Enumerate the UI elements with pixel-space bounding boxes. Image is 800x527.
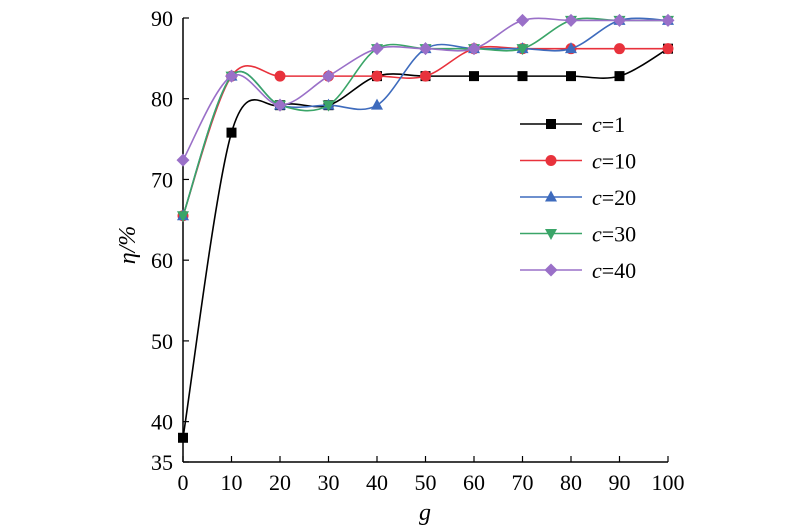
data-point (565, 42, 577, 54)
legend-item: c=10 (520, 149, 636, 174)
data-point (419, 42, 432, 56)
data-point (566, 71, 576, 82)
legend-label-val: =40 (602, 258, 636, 283)
legend-label-var: c (592, 258, 602, 283)
legend: c=1c=10c=20c=30c=40 (520, 112, 636, 283)
x-tick-label: 70 (512, 470, 534, 495)
axes: 0 10 20 30 40 50 60 70 80 90 100 35 40 50 60 70 80 90 (151, 6, 685, 495)
x-tick-label: 100 (652, 470, 685, 495)
y-tick-label: 40 (151, 410, 173, 435)
series-line (182, 45, 668, 217)
data-point (178, 432, 188, 443)
data-point (274, 70, 286, 82)
y-tick-label: 80 (151, 87, 173, 112)
data-point (614, 71, 625, 82)
data-point (371, 70, 383, 82)
data-point (176, 153, 190, 167)
legend-marker (545, 190, 557, 202)
legend-label-val: =10 (602, 149, 636, 174)
legend-label: c=30 (592, 222, 636, 247)
series-line (182, 17, 668, 217)
x-tick-label: 40 (366, 470, 388, 495)
data-point (371, 98, 383, 110)
data-point (662, 43, 674, 55)
legend-marker (545, 229, 557, 240)
x-tick-label: 60 (463, 470, 485, 495)
data-point (226, 127, 237, 138)
data-point (177, 211, 189, 223)
data-point (613, 13, 626, 27)
x-tick-label: 0 (178, 470, 189, 495)
y-tick-label: 70 (151, 167, 173, 192)
legend-label: c=1 (592, 112, 625, 137)
legend-label-val: =20 (602, 185, 636, 210)
legend-marker (546, 119, 556, 129)
data-point (225, 69, 238, 83)
y-tick-label: 90 (151, 6, 173, 31)
x-tick-label: 50 (415, 470, 437, 495)
y-tick-label: 50 (151, 329, 173, 354)
data-point (469, 71, 479, 82)
legend-item: c=1 (520, 112, 625, 137)
data-point (420, 70, 431, 82)
x-axis-label: g (419, 500, 431, 526)
legend-label-var: c (592, 222, 602, 247)
legend-item: c=30 (520, 222, 636, 247)
data-point (322, 100, 335, 112)
series-line (182, 17, 668, 161)
legend-label: c=40 (592, 258, 636, 283)
legend-label: c=10 (592, 149, 636, 174)
data-point (370, 42, 384, 56)
data-point (467, 42, 481, 56)
series-5 (176, 13, 675, 167)
x-tick-label: 90 (609, 470, 631, 495)
legend-marker (544, 263, 558, 277)
data-point (661, 13, 675, 27)
x-tick-label: 10 (221, 470, 243, 495)
data-point (614, 43, 625, 55)
data-point (516, 44, 529, 56)
data-point (564, 13, 578, 27)
data-point (322, 69, 335, 83)
legend-marker (545, 155, 557, 166)
legend-label-var: c (592, 185, 602, 210)
data-point (516, 13, 529, 27)
legend-item: c=40 (520, 258, 636, 283)
series-layer (176, 13, 675, 443)
y-tick-label: 60 (151, 248, 173, 273)
y-tick-label: 35 (151, 450, 173, 475)
y-axis-label: η/% (115, 226, 141, 265)
data-point (273, 98, 287, 112)
x-tick-label: 80 (560, 470, 582, 495)
x-tick-label: 20 (269, 470, 291, 495)
legend-label-var: c (592, 112, 602, 137)
legend-label-val: =30 (602, 222, 636, 247)
data-point (517, 71, 528, 82)
legend-item: c=20 (520, 185, 636, 210)
x-tick-label: 30 (318, 470, 340, 495)
legend-label-val: =1 (602, 112, 625, 137)
legend-label-var: c (592, 149, 602, 174)
legend-label: c=20 (592, 185, 636, 210)
